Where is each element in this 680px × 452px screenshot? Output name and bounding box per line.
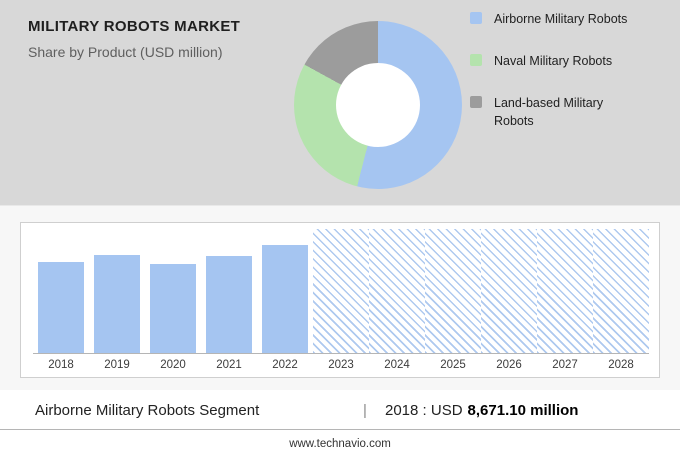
bar bbox=[38, 262, 84, 353]
x-axis-label: 2019 bbox=[104, 359, 130, 371]
forecast-column bbox=[593, 229, 649, 353]
forecast-column bbox=[537, 229, 593, 353]
x-axis-label: 2025 bbox=[440, 359, 466, 371]
separator: | bbox=[363, 402, 367, 419]
stat: 2018 : USD 8,671.10 million bbox=[385, 402, 578, 419]
x-axis-label: 2026 bbox=[496, 359, 522, 371]
x-axis-label: 2023 bbox=[328, 359, 354, 371]
legend-label: Airborne Military Robots bbox=[494, 12, 628, 26]
footer-caption-row: Airborne Military Robots Segment | 2018 … bbox=[0, 390, 680, 419]
x-axis-label: 2022 bbox=[272, 359, 298, 371]
segment-label: Airborne Military Robots Segment bbox=[35, 402, 260, 419]
forecast-column bbox=[481, 229, 537, 353]
forecast-column bbox=[425, 229, 481, 353]
x-axis-label: 2021 bbox=[216, 359, 242, 371]
forecast-column bbox=[313, 229, 369, 353]
legend-swatch bbox=[470, 12, 482, 24]
bar bbox=[150, 263, 196, 353]
donut-chart bbox=[294, 21, 462, 189]
page-title: Military Robots Market bbox=[28, 18, 241, 35]
legend-item: Airborne Military Robots bbox=[470, 10, 640, 28]
bar bbox=[262, 245, 308, 353]
bar-plot-area bbox=[33, 229, 649, 354]
chart-legend: Airborne Military Robots Naval Military R… bbox=[470, 10, 640, 155]
bar-column bbox=[89, 229, 145, 353]
x-axis-label: 2027 bbox=[552, 359, 578, 371]
legend-item: Land-based Military Robots bbox=[470, 94, 640, 130]
bar-column bbox=[257, 229, 313, 353]
bar-column bbox=[145, 229, 201, 353]
donut-hole bbox=[336, 63, 420, 147]
bar-column bbox=[33, 229, 89, 353]
header-section: Military Robots Market Share by Product … bbox=[0, 0, 680, 205]
x-axis-label: 2024 bbox=[384, 359, 410, 371]
footer: Airborne Military Robots Segment | 2018 … bbox=[0, 390, 680, 450]
legend-swatch bbox=[470, 54, 482, 67]
bar bbox=[206, 256, 252, 353]
legend-item: Naval Military Robots bbox=[470, 52, 640, 70]
x-axis-labels: 2018 2019 2020 2021 2022 2023 2024 2025 2026 2027… bbox=[33, 354, 649, 371]
forecast-column bbox=[369, 229, 425, 353]
website-row: www.technavio.com bbox=[0, 429, 680, 452]
bar bbox=[94, 255, 140, 353]
x-axis-label: 2028 bbox=[608, 359, 634, 371]
x-axis-label: 2018 bbox=[48, 359, 74, 371]
legend-label: Land-based Military Robots bbox=[494, 96, 604, 129]
bar-column bbox=[201, 229, 257, 353]
page-subtitle: Share by Product (USD million) bbox=[28, 44, 223, 60]
legend-label: Naval Military Robots bbox=[494, 54, 613, 69]
stat-value: 8,671.10 million bbox=[467, 402, 579, 419]
legend-swatch bbox=[470, 96, 482, 109]
bar-chart: 2018 2019 2020 2021 2022 2023 2024 2025 2026 2027… bbox=[20, 222, 660, 378]
stat-prefix: 2018 : USD bbox=[385, 402, 463, 419]
x-axis-label: 2020 bbox=[160, 359, 186, 371]
bar-chart-section: 2018 2019 2020 2021 2022 2023 2024 2025 2026 2027… bbox=[0, 205, 680, 390]
